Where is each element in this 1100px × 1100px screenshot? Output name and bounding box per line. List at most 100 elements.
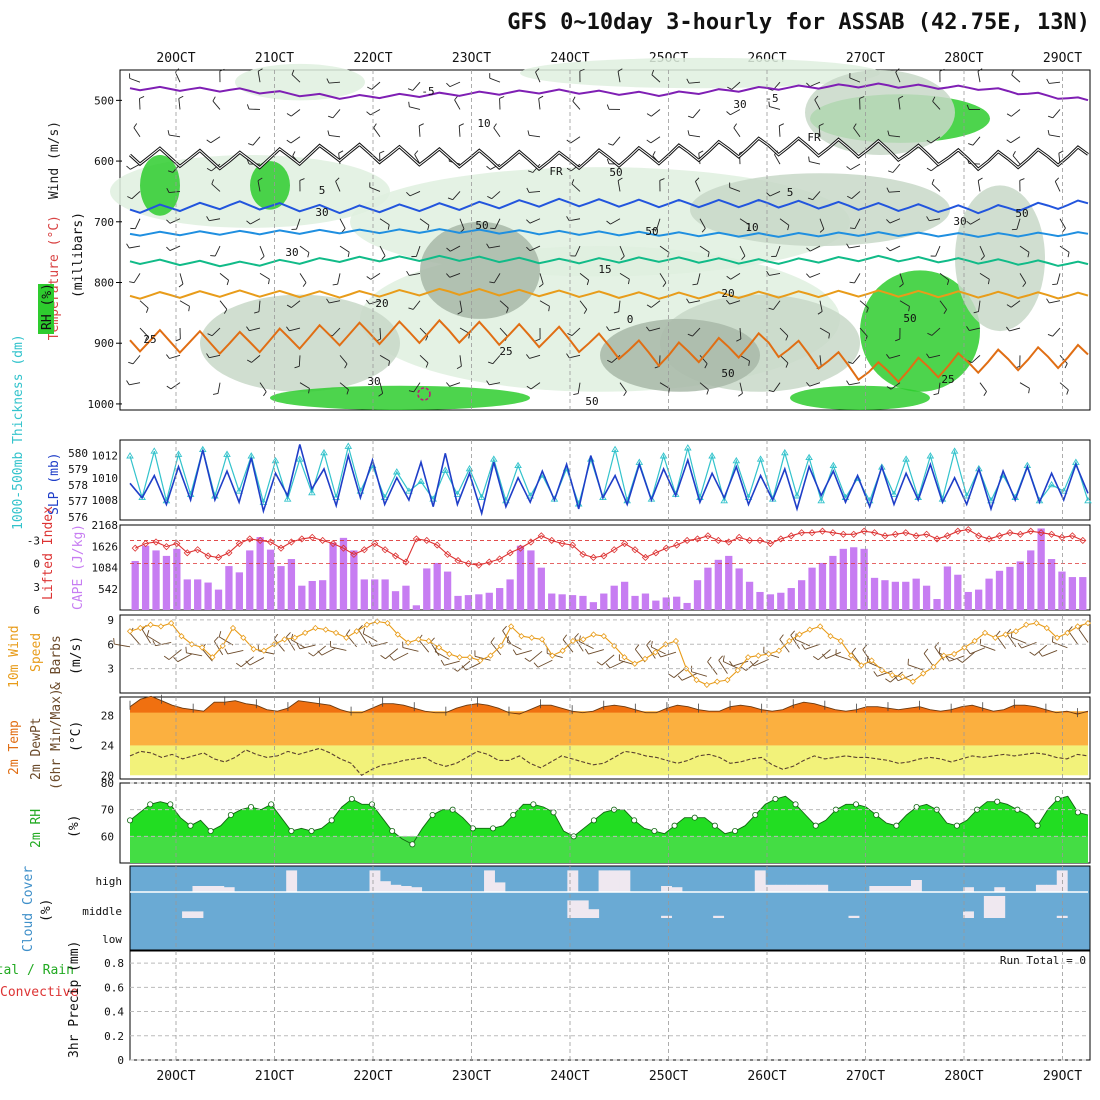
wind-barb	[889, 218, 901, 224]
wind-barb	[731, 81, 741, 90]
wind-barb-flag	[166, 187, 170, 193]
slp-axis-label: SLP (mb)	[47, 452, 62, 515]
wind-barb	[571, 183, 581, 192]
cape-bar	[714, 559, 722, 610]
wind-speed-marker	[920, 670, 927, 677]
thickness-marker	[453, 490, 462, 497]
thickness-marker	[465, 464, 474, 472]
li-marker	[589, 553, 597, 562]
rh-marker	[792, 801, 799, 808]
cape-bar	[558, 594, 566, 610]
wind-speed-marker	[549, 652, 556, 659]
surface-barb	[258, 650, 275, 655]
wind-speed-marker	[971, 637, 978, 645]
wind-speed-marker	[137, 624, 144, 632]
surface-barb-flag	[790, 630, 795, 636]
rh-marker	[248, 804, 255, 811]
surface-barb-flag	[945, 656, 950, 662]
surface-barb-flag	[236, 662, 242, 668]
li-marker	[693, 535, 702, 543]
wind-barb-flag	[659, 178, 665, 181]
high-cloud-bar	[400, 886, 412, 892]
rh-label: 10	[477, 117, 490, 130]
surface-barb-flag	[1038, 651, 1043, 657]
cape-bar	[329, 542, 337, 610]
wind-speed-marker	[168, 620, 175, 627]
high-cloud-bar	[1046, 884, 1058, 892]
thickness-marker	[962, 492, 971, 499]
isotherm-line	[129, 197, 1089, 215]
wind-barb	[169, 245, 181, 251]
surface-barb-flag	[389, 655, 395, 661]
precip-tick: 0.4	[104, 1006, 124, 1019]
wind-barb	[169, 190, 181, 194]
cape-bar	[360, 579, 368, 610]
wind-barb	[572, 100, 581, 110]
thickness-marker	[950, 447, 959, 454]
wind-barb	[931, 183, 941, 192]
wind-speed-marker	[693, 676, 700, 684]
cape-bar	[496, 588, 504, 610]
bottom-date-label: 20OCT	[156, 1069, 195, 1084]
surface-barb	[273, 638, 285, 652]
cape-bar	[173, 548, 181, 610]
thickness-marker	[720, 496, 728, 504]
rh-blob	[270, 385, 530, 410]
wind-barb-flag	[707, 252, 710, 258]
thickness-slp-lines	[126, 442, 1092, 517]
wind-barb	[259, 382, 267, 392]
wind-barb	[499, 327, 508, 337]
rh-marker	[853, 801, 860, 808]
wind-barb-flag	[526, 385, 532, 390]
li-tick: 0	[33, 558, 40, 571]
rh2m-axis-label: 2m RH	[29, 809, 44, 848]
wind-barb	[169, 218, 181, 224]
li-marker	[433, 541, 441, 549]
cape-axis-label: CAPE (J/kg)	[71, 524, 86, 610]
wind-speed-marker	[1064, 629, 1071, 636]
upper-ylabels: Wind (m/s) Temperature (°C) RH (%) (mill…	[38, 121, 86, 340]
wind-barb	[979, 273, 990, 280]
pressure-tick: 600	[94, 155, 114, 168]
temperature-fill	[129, 694, 1089, 777]
wind-barb	[538, 98, 541, 110]
li-marker	[194, 546, 202, 554]
rh-marker	[752, 812, 759, 819]
wind-speed-marker	[951, 650, 958, 658]
high-cloud-bar	[910, 880, 922, 892]
contour-label: 15	[598, 263, 611, 276]
wind-barb	[937, 382, 941, 394]
wind-barb	[779, 218, 790, 226]
wind-barb-flag	[738, 393, 743, 397]
wind-tick: 6	[107, 638, 114, 651]
wind-barbs	[126, 68, 1070, 397]
wind-barb-flag	[573, 393, 579, 395]
li-marker	[475, 561, 483, 569]
wind-barb	[379, 245, 386, 257]
li-marker	[256, 536, 264, 545]
wind-barb-flag	[212, 96, 216, 102]
wind-barb	[854, 218, 861, 229]
surface-barb	[141, 629, 151, 644]
wind-barb	[739, 328, 742, 340]
li-marker	[485, 558, 493, 566]
surface-barb-flag	[286, 632, 291, 638]
wind-barb	[779, 327, 789, 337]
wind-barb	[819, 327, 830, 334]
high-cloud-bar	[213, 886, 225, 892]
cape-bar	[641, 593, 650, 610]
wind-barb	[499, 300, 509, 309]
surface-barb	[114, 643, 131, 648]
li-marker	[496, 555, 504, 563]
thickness-marker	[477, 493, 486, 501]
wind-barb	[257, 180, 261, 192]
contour-label: FR	[807, 131, 821, 144]
li-marker	[381, 546, 389, 554]
rh-marker	[227, 812, 234, 819]
li-marker	[579, 550, 587, 558]
wind-barb	[458, 125, 461, 137]
wind-barb-flag	[246, 326, 250, 331]
wind-speed-marker	[1002, 631, 1009, 638]
wind-barb	[929, 354, 941, 359]
rh-label: 30	[953, 215, 966, 228]
